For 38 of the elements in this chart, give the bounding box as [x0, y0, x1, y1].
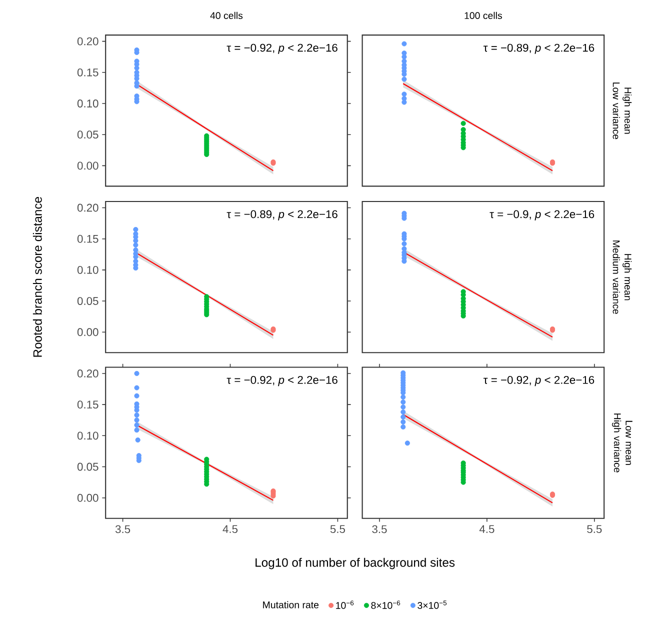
- y-tick-label: 0.15: [77, 400, 98, 408]
- y-tick-label: 0.15: [77, 68, 98, 76]
- y-tick-label: 0.00: [77, 328, 98, 336]
- y-tick-label: 0.15: [77, 234, 98, 243]
- annotation: τ = −0.92, p < 2.2e−16: [484, 376, 594, 386]
- x-tick-label: 5.5: [330, 525, 345, 533]
- y-tick-label: 0.10: [77, 99, 98, 108]
- y-tick-label: 0.05: [77, 462, 98, 471]
- chart-title: 40 cells: [210, 12, 243, 19]
- annotation: τ = −0.92, p < 2.2e−16: [226, 376, 338, 386]
- y-tick-label: 0.20: [77, 369, 98, 378]
- y-tick-label: 0.20: [77, 204, 98, 212]
- x-tick-label: 3.5: [115, 525, 130, 534]
- x-tick-label: 3.5: [372, 525, 387, 534]
- y2-axis-title: Low mean High variance: [612, 414, 632, 472]
- y-tick-label: 0.20: [77, 37, 98, 46]
- y-axis-title: Rooted branch score distance: [32, 196, 42, 357]
- x-axis-title: Log10 of number of background sites: [256, 558, 455, 570]
- x-tick-label: 4.5: [479, 525, 494, 533]
- legend-label: 10$^{−6}$: [336, 600, 354, 609]
- annotation: τ = −0.89, p < 2.2e−16: [226, 210, 338, 220]
- y-tick-label: 0.05: [77, 297, 98, 305]
- annotation: τ = −0.89, p < 2.2e−16: [484, 44, 594, 54]
- y2-axis-title: High mean Medium variance: [612, 240, 632, 314]
- x-tick-label: 5.5: [587, 525, 602, 533]
- x-tick-label: 4.5: [222, 525, 238, 533]
- legend-label: 3×10$^{−5}$: [418, 600, 447, 609]
- y2-axis-title: High mean Low variance: [612, 82, 632, 140]
- y-tick-label: 0.10: [77, 432, 98, 440]
- annotation: τ = −0.92, p < 2.2e−16: [226, 44, 338, 54]
- y-tick-label: 0.10: [77, 266, 98, 274]
- legend-label: 8×10$^{−6}$: [371, 600, 400, 609]
- y-tick-label: 0.00: [77, 494, 98, 502]
- annotation: τ = −0.9, p < 2.2e−16: [490, 210, 594, 220]
- chart-title: 100 cells: [464, 12, 502, 19]
- y-tick-label: 0.05: [77, 130, 98, 138]
- legend-title: Mutation rate: [263, 601, 319, 608]
- y-tick-label: 0.00: [77, 162, 98, 170]
